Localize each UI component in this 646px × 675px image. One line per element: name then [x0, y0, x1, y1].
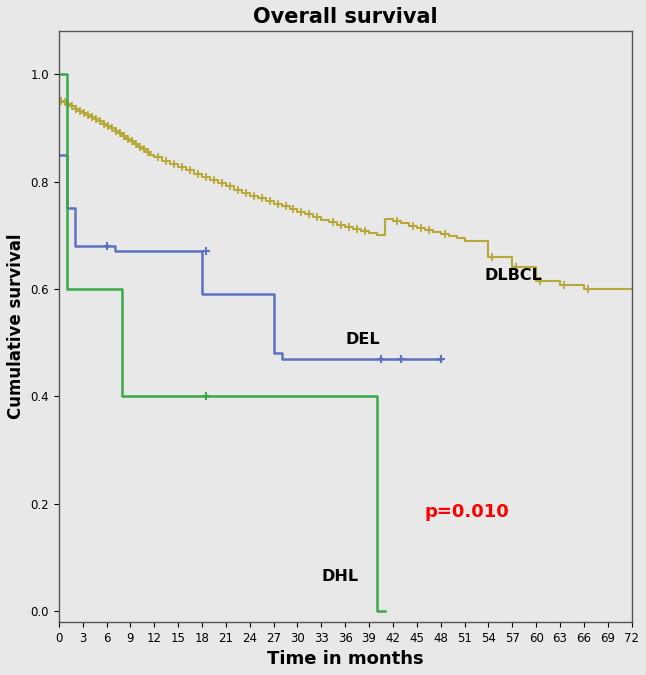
Text: DEL: DEL [345, 333, 380, 348]
Title: Overall survival: Overall survival [253, 7, 437, 27]
Text: DHL: DHL [321, 568, 359, 584]
Text: p=0.010: p=0.010 [424, 503, 510, 520]
Text: DLBCL: DLBCL [484, 268, 542, 283]
Y-axis label: Cumulative survival: Cumulative survival [7, 234, 25, 419]
X-axis label: Time in months: Time in months [267, 650, 424, 668]
